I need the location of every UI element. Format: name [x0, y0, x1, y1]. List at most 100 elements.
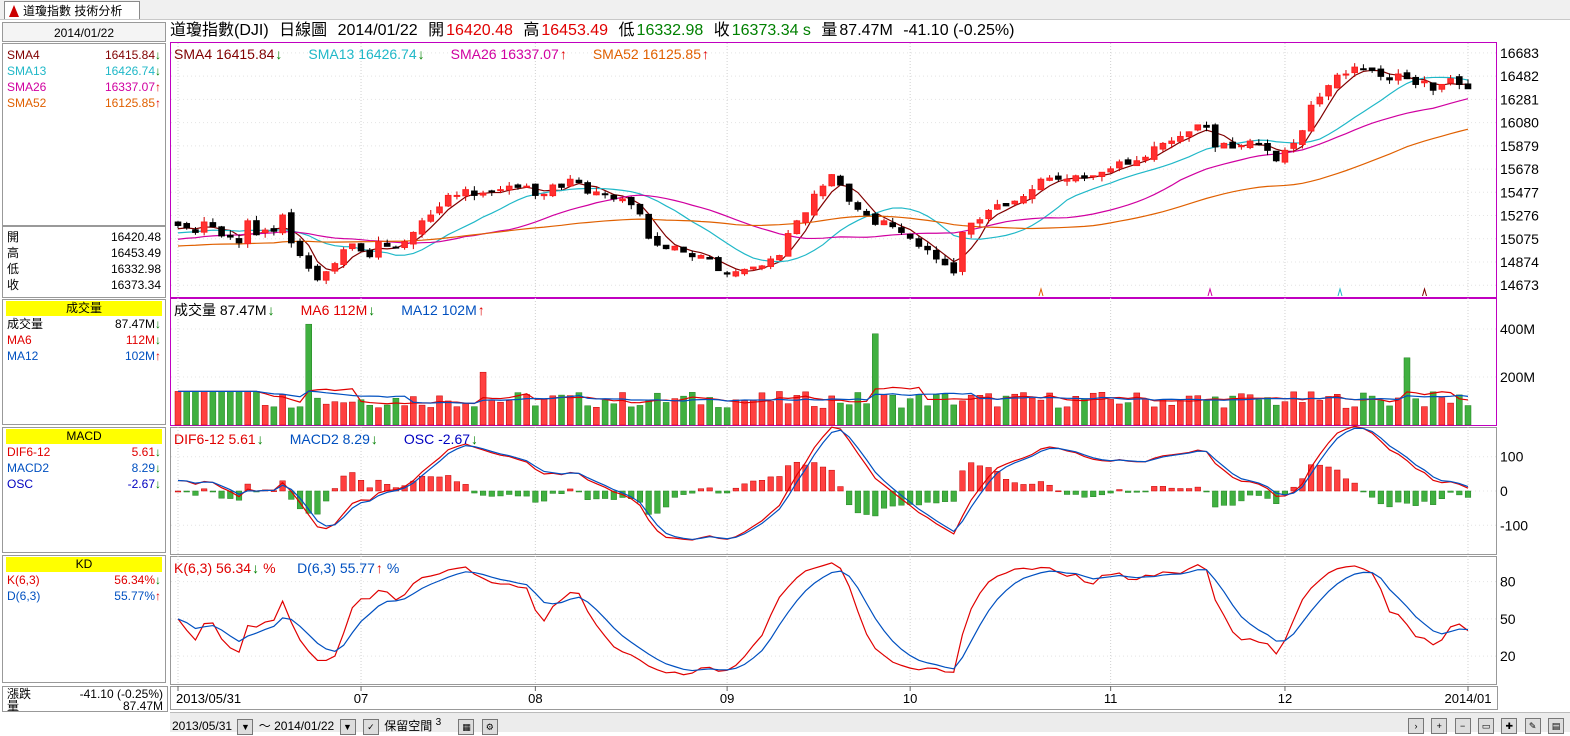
volume-bar: [627, 406, 635, 426]
grid-icon[interactable]: ▦: [458, 718, 475, 735]
to-dropdown-icon[interactable]: ▼: [339, 718, 356, 735]
candle-body: [444, 194, 452, 207]
signal-marker: [1038, 287, 1044, 297]
zoom-in-icon[interactable]: +: [1431, 717, 1448, 734]
volume-bar: [1429, 391, 1437, 426]
volume-bar: [1307, 391, 1315, 426]
volume-bar: [383, 404, 391, 426]
volume-bar: [811, 406, 818, 426]
candle-body: [662, 244, 670, 250]
candle-body: [810, 193, 818, 216]
macd-osc-bar: [976, 465, 983, 492]
kd-tick-label: 80: [1500, 574, 1516, 590]
summary-label: 量: [7, 699, 20, 713]
macd-osc-bar: [183, 490, 190, 493]
change-value: -41.10 (-0.25%): [903, 22, 1015, 39]
candle-body: [314, 265, 321, 281]
price-tick-label: 15075: [1500, 231, 1539, 247]
macd-osc-bar: [1360, 490, 1367, 493]
volume-bar: [776, 391, 783, 426]
macd-osc-bar: [1464, 490, 1472, 498]
volume-tick-label: 400M: [1500, 321, 1535, 337]
zoom-out-icon[interactable]: −: [1454, 717, 1471, 734]
range-from[interactable]: 2013/05/31: [172, 719, 233, 733]
arrow-down-icon: ↓: [155, 317, 161, 331]
candle-body: [967, 222, 975, 235]
candle-body: [1133, 160, 1141, 167]
price-tick-label: 16281: [1500, 91, 1539, 107]
macd-osc-bar: [514, 490, 521, 497]
macd-osc-bar: [741, 483, 748, 492]
indicator-row: K(6,3) 56.34%↓: [3, 572, 165, 588]
fit-icon[interactable]: ▭: [1477, 717, 1494, 734]
indicator-value-text: 16125.85: [104, 96, 155, 110]
reserve-space-label[interactable]: 保留空間: [384, 719, 433, 733]
volume-bar: [1203, 399, 1210, 426]
candle-body: [749, 266, 757, 270]
tab-technical-analysis[interactable]: 道瓊指數 技術分析: [4, 1, 140, 19]
candle-body: [732, 271, 740, 277]
volume-bar: [1098, 392, 1106, 426]
macd-osc-bar: [593, 490, 600, 500]
candle-body: [549, 184, 557, 197]
macd-osc-bar: [209, 490, 216, 493]
volume-bar: [828, 395, 835, 426]
volume-bar: [349, 401, 356, 426]
volume-bar: [1011, 393, 1019, 426]
indicator-label: MA12: [7, 349, 39, 363]
from-dropdown-icon[interactable]: ▼: [237, 718, 254, 735]
macd-osc-bar: [959, 470, 966, 492]
arrow-down-icon: ↓: [155, 48, 161, 62]
macd-osc-bar: [758, 480, 766, 492]
volume-value: 87.47M: [839, 22, 893, 39]
volume-bar: [366, 405, 374, 426]
arrow-down-icon: ↓: [155, 461, 161, 475]
arrow-down-icon: ↓: [155, 477, 161, 491]
crosshair-icon[interactable]: ✚: [1501, 717, 1518, 734]
apply-icon[interactable]: ✓: [362, 718, 379, 735]
indicator-label: OSC: [7, 477, 34, 491]
technical-chart[interactable]: 16683 16482 16281 16080 15879 15678 15477 15276…: [170, 42, 1568, 686]
arrow-down-icon: ↓: [257, 431, 264, 447]
candle-body: [619, 198, 626, 202]
volume-bar: [680, 395, 687, 426]
macd-osc-bar: [340, 475, 347, 492]
arrow-up-icon: ↑: [155, 80, 161, 94]
candle-body: [1351, 66, 1358, 74]
month-label: 2014/01: [1445, 691, 1492, 706]
candle-body: [558, 183, 565, 188]
range-to[interactable]: 2014/01/22: [274, 719, 335, 733]
volume-bar: [1360, 392, 1367, 426]
macd-osc-bar: [1212, 490, 1219, 508]
print-icon[interactable]: ▤: [1548, 717, 1564, 734]
macd-osc-bar: [375, 479, 382, 492]
candle-body: [784, 233, 792, 257]
arrow-down-icon: ↓: [471, 431, 478, 447]
macd-osc-bar: [1238, 490, 1245, 502]
settings-icon[interactable]: ⚙: [481, 718, 498, 735]
candle-body: [383, 242, 391, 247]
indicator-value: 55.77%↑: [114, 588, 161, 604]
volume-bar: [872, 333, 879, 426]
candle-body: [915, 238, 923, 247]
indicator-value-text: 16337.07: [104, 80, 155, 94]
volume-bar: [1325, 396, 1332, 426]
candle-body: [985, 209, 992, 220]
indicator-row: MACD2 8.29↓: [3, 460, 165, 476]
volume-bar: [994, 406, 1001, 426]
volume-bar: [967, 394, 975, 426]
tools-icon[interactable]: ✎: [1524, 717, 1541, 734]
volume-bar: [845, 404, 853, 426]
scroll-right-icon[interactable]: ›: [1407, 717, 1424, 734]
volume-ma12-line: [178, 390, 1469, 404]
candle-body: [671, 245, 679, 251]
tab-label: 道瓊指數 技術分析: [23, 4, 123, 18]
volume-bar: [1081, 399, 1088, 426]
candle-body: [1360, 68, 1367, 71]
macd-osc-bar: [1081, 490, 1088, 498]
macd-osc-bar: [941, 490, 949, 502]
macd-osc-bar: [1316, 464, 1323, 492]
volume-bar: [244, 391, 251, 426]
macd-osc-bar: [671, 490, 678, 498]
candle-body: [209, 222, 217, 228]
